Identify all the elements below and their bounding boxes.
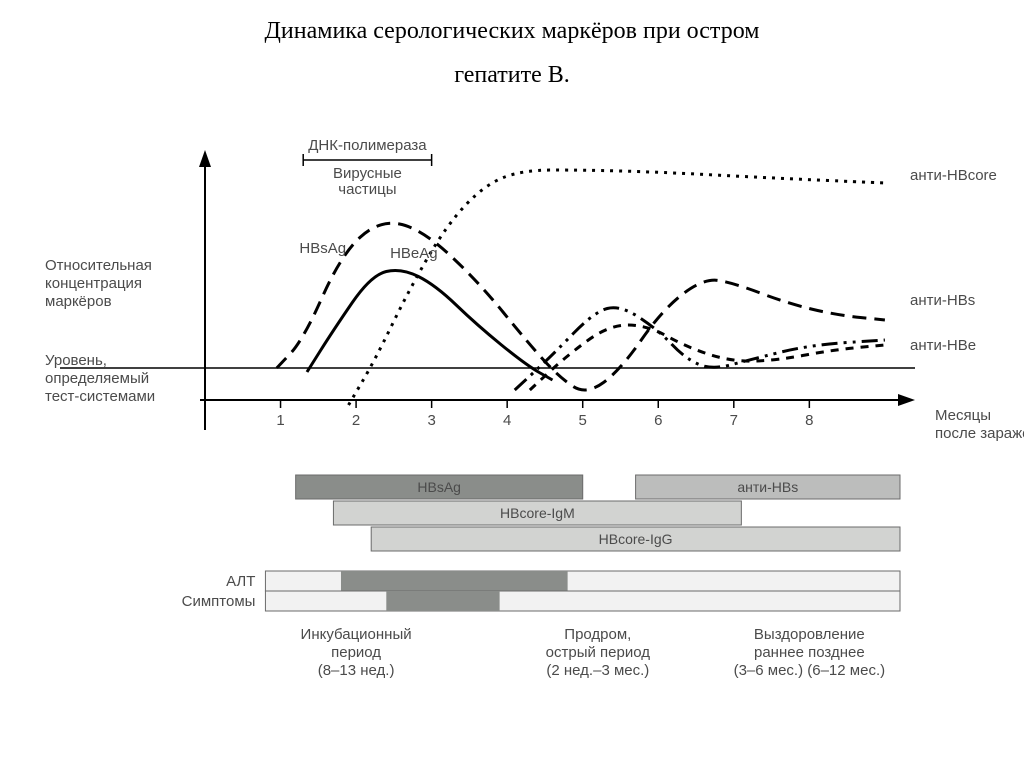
- svg-text:анти-HBs: анти-HBs: [910, 292, 975, 309]
- svg-text:АЛТ: АЛТ: [226, 573, 255, 590]
- svg-text:Симптомы: Симптомы: [182, 593, 256, 610]
- svg-text:HBsAg: HBsAg: [417, 479, 461, 495]
- svg-text:анти-HBs: анти-HBs: [737, 479, 798, 495]
- curve-anti_hbs: [515, 308, 885, 390]
- svg-text:период: период: [331, 644, 381, 661]
- svg-text:1: 1: [276, 412, 284, 429]
- svg-text:Месяцы: Месяцы: [935, 407, 991, 424]
- svg-text:(3–6 мес.) (6–12 мес.): (3–6 мес.) (6–12 мес.): [734, 662, 886, 679]
- svg-text:5: 5: [579, 412, 587, 429]
- svg-text:HBcore-IgG: HBcore-IgG: [599, 531, 673, 547]
- svg-text:анти-HBcore: анти-HBcore: [910, 167, 997, 184]
- chart-svg: 1 2 3 4 5 6 7 8 Месяцыпосле заражения Относительн…: [0, 0, 1024, 767]
- svg-text:(8–13 нед.): (8–13 нед.): [318, 662, 395, 679]
- svg-text:тест-системами: тест-системами: [45, 388, 155, 405]
- svg-text:HBeAg: HBeAg: [390, 245, 438, 262]
- curve-hbsag: [277, 223, 885, 390]
- svg-text:Инкубационный: Инкубационный: [301, 626, 412, 643]
- svg-text:после заражения: после заражения: [935, 425, 1024, 442]
- svg-text:(2 нед.–3 мес.): (2 нед.–3 мес.): [546, 662, 649, 679]
- svg-text:Уровень,: Уровень,: [45, 352, 107, 369]
- svg-text:HBsAg: HBsAg: [299, 240, 346, 257]
- svg-text:3: 3: [427, 412, 435, 429]
- curve-anti_hbe: [530, 325, 885, 390]
- svg-text:Вирусные: Вирусные: [333, 165, 402, 182]
- svg-text:ДНК-полимераза: ДНК-полимераза: [308, 137, 427, 154]
- svg-text:Выздоровление: Выздоровление: [754, 626, 865, 643]
- svg-text:анти-HBe: анти-HBe: [910, 337, 976, 354]
- svg-text:концентрация: концентрация: [45, 275, 142, 292]
- svg-text:2: 2: [352, 412, 360, 429]
- svg-text:Продром,: Продром,: [564, 626, 631, 643]
- svg-text:4: 4: [503, 412, 511, 429]
- svg-text:7: 7: [730, 412, 738, 429]
- svg-text:6: 6: [654, 412, 662, 429]
- svg-text:8: 8: [805, 412, 813, 429]
- svg-text:частицы: частицы: [338, 181, 396, 198]
- svg-text:острый период: острый период: [546, 644, 651, 661]
- figure-container: { "title_line1": "Динамика серологически…: [0, 0, 1024, 767]
- svg-text:определяемый: определяемый: [45, 370, 149, 387]
- svg-text:Относительная: Относительная: [45, 257, 152, 274]
- svg-text:раннее позднее: раннее позднее: [754, 644, 865, 661]
- svg-text:маркёров: маркёров: [45, 293, 112, 310]
- svg-text:HBcore-IgM: HBcore-IgM: [500, 505, 575, 521]
